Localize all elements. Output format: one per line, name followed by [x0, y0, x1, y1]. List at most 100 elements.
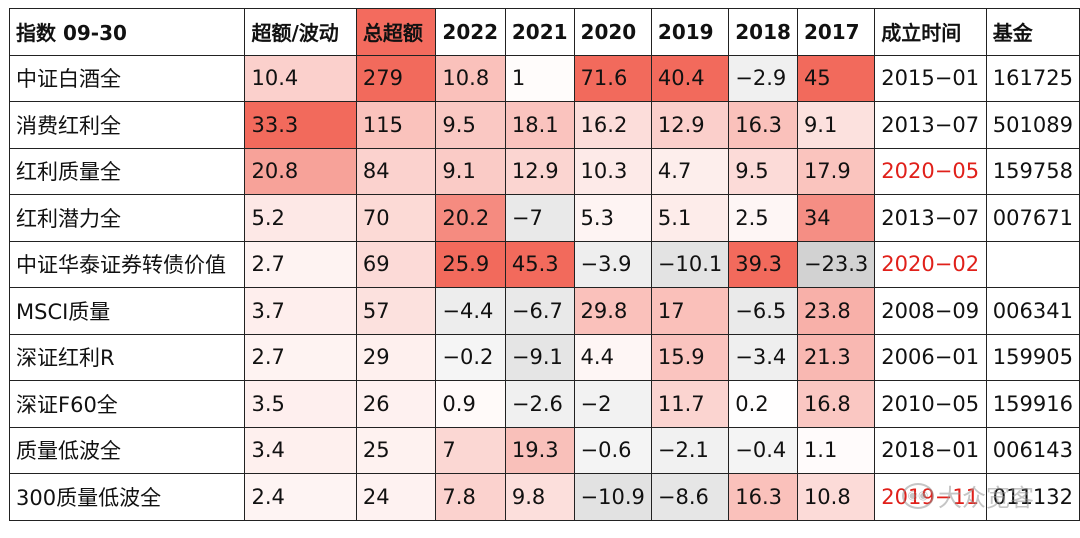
cell-total-excess: 57: [355, 287, 437, 335]
cell-y2020: 10.3: [573, 147, 652, 195]
cell-index-name: MSCI质量: [8, 287, 246, 335]
cell-fund-code: [985, 240, 1080, 288]
cell-y2022: −0.2: [435, 333, 506, 381]
cell-inception-date: 2020−02: [874, 240, 987, 288]
table-row: 红利质量全 20.8 84 9.1 12.9 10.3 4.7 9.5 17.9 2020−05 1…: [8, 147, 1080, 195]
cell-y2020: 4.4: [573, 333, 652, 381]
cell-y2022: 25.9: [435, 240, 506, 288]
cell-y2017: 23.8: [796, 287, 876, 335]
cell-y2017: 1.1: [796, 426, 876, 474]
cell-y2018: 39.3: [728, 240, 798, 288]
cell-y2018: −3.4: [728, 333, 798, 381]
cell-inception-date: 2020−05: [874, 147, 987, 195]
col-header-fund: 基金: [985, 8, 1080, 56]
cell-fund-code: 501089: [985, 101, 1080, 149]
cell-inception-date: 2006−01: [874, 333, 987, 381]
cell-y2022: 7: [435, 426, 506, 474]
cell-excess-vol: 5.2: [244, 194, 357, 242]
cell-total-excess: 29: [355, 333, 437, 381]
table-row: 300质量低波全 2.4 24 7.8 9.8 −10.9 −8.6 16.3 10.8 2019…: [8, 473, 1080, 521]
table-row: 深证F60全 3.5 26 0.9 −2.6 −2 11.7 0.2 16.8 2010−05 15…: [8, 380, 1080, 428]
cell-excess-vol: 33.3: [244, 101, 357, 149]
cell-inception-date: 2008−09: [874, 287, 987, 335]
cell-total-excess: 70: [355, 194, 437, 242]
cell-total-excess: 84: [355, 147, 437, 195]
cell-y2021: 9.8: [504, 473, 575, 521]
cell-inception-date: 2019−11: [874, 473, 987, 521]
cell-y2019: 11.7: [650, 380, 730, 428]
table-row: 中证白酒全 10.4 279 10.8 1 71.6 40.4 −2.9 45 2015−01 16…: [8, 54, 1080, 102]
cell-y2018: 9.5: [728, 147, 798, 195]
cell-y2020: 5.3: [573, 194, 652, 242]
table-row: 消费红利全 33.3 115 9.5 18.1 16.2 12.9 16.3 9.1 2013−0…: [8, 101, 1080, 149]
cell-y2021: 45.3: [504, 240, 575, 288]
cell-y2019: 4.7: [650, 147, 730, 195]
cell-index-name: 消费红利全: [8, 101, 246, 149]
col-header-2019: 2019: [650, 8, 730, 56]
col-header-2020: 2020: [573, 8, 652, 56]
cell-y2020: 71.6: [573, 54, 652, 102]
cell-excess-vol: 2.7: [244, 240, 357, 288]
cell-y2021: 1: [504, 54, 575, 102]
cell-y2020: −2: [573, 380, 652, 428]
cell-y2020: 29.8: [573, 287, 652, 335]
cell-y2017: 45: [796, 54, 876, 102]
cell-y2022: 9.5: [435, 101, 506, 149]
cell-fund-code: 006341: [985, 287, 1080, 335]
cell-excess-vol: 3.5: [244, 380, 357, 428]
cell-y2022: −4.4: [435, 287, 506, 335]
cell-inception-date: 2013−07: [874, 101, 987, 149]
cell-y2019: 5.1: [650, 194, 730, 242]
col-header-inception: 成立时间: [874, 8, 987, 56]
col-header-index: 指数 09-30: [8, 8, 246, 56]
table-row: 深证红利R 2.7 29 −0.2 −9.1 4.4 15.9 −3.4 21.3 2006−01…: [8, 333, 1080, 381]
cell-inception-date: 2010−05: [874, 380, 987, 428]
cell-inception-date: 2013−07: [874, 194, 987, 242]
cell-inception-date: 2018−01: [874, 426, 987, 474]
cell-y2019: 17: [650, 287, 730, 335]
cell-fund-code: 159905: [985, 333, 1080, 381]
cell-total-excess: 279: [355, 54, 437, 102]
cell-y2019: −10.1: [650, 240, 730, 288]
cell-y2019: −2.1: [650, 426, 730, 474]
cell-index-name: 深证红利R: [8, 333, 246, 381]
table-row: MSCI质量 3.7 57 −4.4 −6.7 29.8 17 −6.5 23.8 2008−09…: [8, 287, 1080, 335]
cell-y2022: 10.8: [435, 54, 506, 102]
cell-y2020: −10.9: [573, 473, 652, 521]
cell-excess-vol: 2.4: [244, 473, 357, 521]
cell-y2022: 9.1: [435, 147, 506, 195]
cell-y2018: −0.4: [728, 426, 798, 474]
cell-y2018: 2.5: [728, 194, 798, 242]
cell-y2017: 21.3: [796, 333, 876, 381]
index-table: 指数 09-30 超额/波动 总超额 2022 2021 2020 2019 2…: [8, 8, 1080, 521]
cell-y2022: 20.2: [435, 194, 506, 242]
cell-y2022: 7.8: [435, 473, 506, 521]
cell-y2021: −9.1: [504, 333, 575, 381]
cell-y2017: 17.9: [796, 147, 876, 195]
cell-y2017: 34: [796, 194, 876, 242]
cell-index-name: 红利质量全: [8, 147, 246, 195]
cell-y2021: −7: [504, 194, 575, 242]
cell-total-excess: 26: [355, 380, 437, 428]
cell-fund-code: 006143: [985, 426, 1080, 474]
col-header-2021: 2021: [504, 8, 575, 56]
table-row: 中证华泰证券转债价值 2.7 69 25.9 45.3 −3.9 −10.1 39.3 −23.…: [8, 240, 1080, 288]
cell-fund-code: 161725: [985, 54, 1080, 102]
cell-index-name: 质量低波全: [8, 426, 246, 474]
cell-index-name: 中证华泰证券转债价值: [8, 240, 246, 288]
col-header-total-excess: 总超额: [355, 8, 437, 56]
cell-y2019: 12.9: [650, 101, 730, 149]
cell-y2017: 10.8: [796, 473, 876, 521]
cell-excess-vol: 3.4: [244, 426, 357, 474]
col-header-2022: 2022: [435, 8, 506, 56]
cell-total-excess: 24: [355, 473, 437, 521]
cell-fund-code: 011132: [985, 473, 1080, 521]
cell-y2017: 16.8: [796, 380, 876, 428]
cell-excess-vol: 3.7: [244, 287, 357, 335]
cell-y2020: 16.2: [573, 101, 652, 149]
cell-total-excess: 69: [355, 240, 437, 288]
col-header-2018: 2018: [728, 8, 798, 56]
cell-index-name: 中证白酒全: [8, 54, 246, 102]
cell-fund-code: 159758: [985, 147, 1080, 195]
cell-y2017: 9.1: [796, 101, 876, 149]
